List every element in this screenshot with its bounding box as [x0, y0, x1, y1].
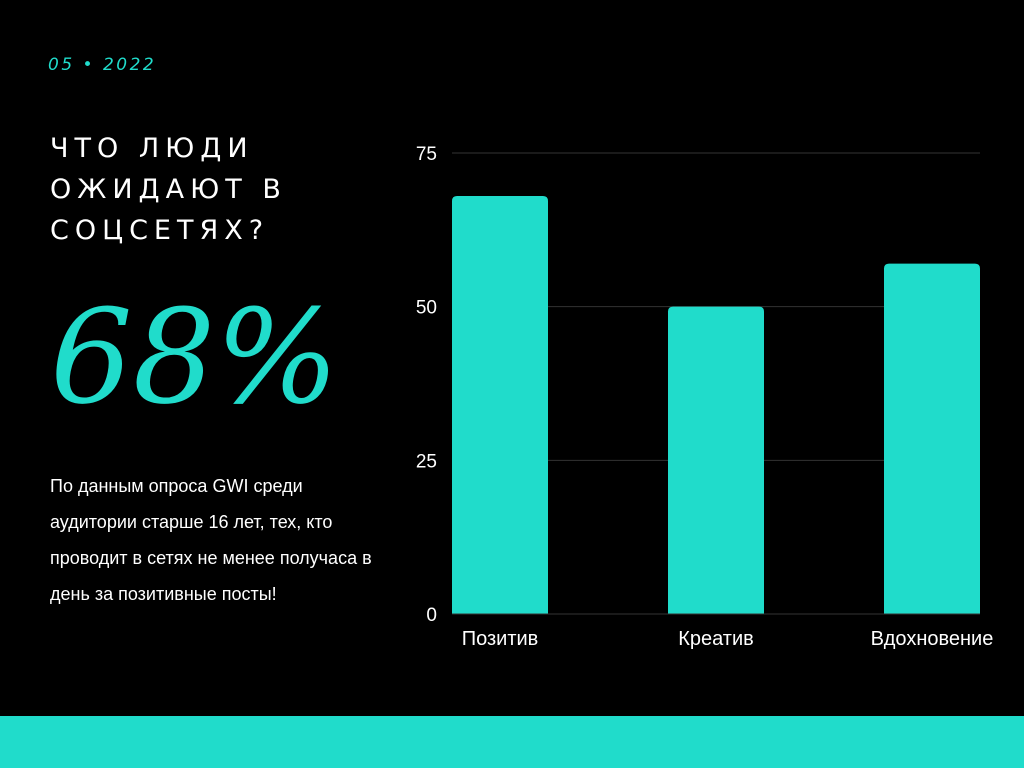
y-tick-label: 75: [416, 144, 437, 165]
bar-2: [668, 306, 764, 614]
page-title: ЧТО ЛЮДИ ОЖИДАЮТ В СОЦСЕТЯХ?: [50, 133, 287, 246]
x-category-label: Позитив: [462, 628, 539, 650]
description-text: По данным опроса GWI среди аудитории ста…: [50, 476, 372, 604]
x-category-label: Вдохновение: [871, 628, 994, 650]
bar-chart: 0 25 50 75 Позитив Креатив Вдохновение: [416, 144, 994, 650]
date-label: 05 • 2022: [48, 55, 157, 75]
bar-1: [452, 196, 548, 614]
y-tick-label: 50: [416, 298, 437, 319]
x-category-label: Креатив: [678, 628, 754, 650]
bar-3: [884, 263, 980, 614]
big-stat: 68%: [50, 281, 339, 433]
footer-bar: [0, 716, 1024, 768]
y-tick-label: 25: [416, 451, 437, 472]
y-tick-label: 0: [426, 605, 437, 626]
